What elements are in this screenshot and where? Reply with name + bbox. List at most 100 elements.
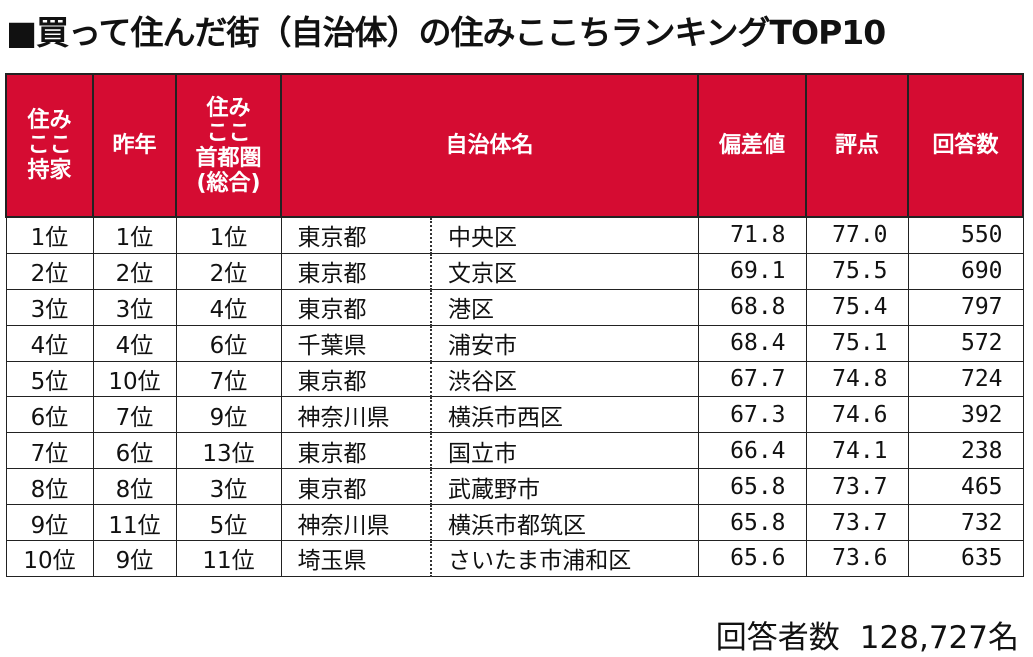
table-row: 2位 2位 2位 東京都 文京区 69.1 75.5 690 [5,252,1024,290]
table-cell: 73.6 [805,540,909,577]
table-cell: 国立市 [429,432,699,470]
table-cell: 東京都 [280,432,432,470]
table-cell: 550 [907,216,1024,254]
header-cell: 回答数 [907,73,1025,218]
table-cell: 3位 [92,288,177,326]
table-cell: 10位 [92,360,177,398]
table-cell: 東京都 [280,252,432,290]
table-cell: 68.8 [697,288,807,326]
table-row: 10位 9位 11位 埼玉県 さいたま市浦和区 65.6 73.6 635 [5,540,1024,577]
table-cell: 東京都 [280,468,432,506]
table-cell: 5位 [5,360,94,398]
table-row: 4位 4位 6位 千葉県 浦安市 68.4 75.1 572 [5,324,1024,362]
table-cell: 69.1 [697,252,807,290]
table-row: 6位 7位 9位 神奈川県 横浜市西区 67.3 74.6 392 [5,396,1024,434]
header-cell: 自治体名 [279,73,700,218]
table-cell: 238 [907,432,1024,470]
table-cell: 2位 [92,252,177,290]
table-cell: 7位 [5,432,94,470]
table-cell: 東京都 [280,288,432,326]
header-row: 住み ここ 持家 昨年 住み ここ 首都圏 (総合) 自治体名 偏差値 評点 回答数 [5,73,1025,218]
table-cell: 横浜市西区 [429,396,699,434]
table-cell: 2位 [175,252,282,290]
header-cell: 評点 [805,73,910,218]
table-cell: 東京都 [280,360,432,398]
table-cell: 75.5 [805,252,909,290]
ranking-table: 住み ここ 持家 昨年 住み ここ 首都圏 (総合) 自治体名 偏差値 評点 回答数 1位 1… [5,73,1025,577]
table-cell: 6位 [92,432,177,470]
table-cell: 65.6 [697,540,807,577]
footer-label: 回答者数 [715,620,840,656]
table-cell: 74.1 [805,432,909,470]
table-cell: 65.8 [697,468,807,506]
table-cell: 9位 [5,504,94,542]
table-cell: 3位 [5,288,94,326]
table-cell: 11位 [175,540,282,577]
table-cell: 2位 [5,252,94,290]
table-cell: 635 [907,540,1024,577]
table-cell: 13位 [175,432,282,470]
table-cell: 71.8 [697,216,807,254]
table-row: 9位 11位 5位 神奈川県 横浜市都筑区 65.8 73.7 732 [5,504,1024,542]
table-cell: 横浜市都筑区 [429,504,699,542]
table-cell: 1位 [5,216,94,254]
table-cell: 6位 [175,324,282,362]
table-cell: 74.8 [805,360,909,398]
table-cell: 73.7 [805,468,909,506]
table-cell: 7位 [175,360,282,398]
table-cell: 66.4 [697,432,807,470]
table-cell: 神奈川県 [280,396,432,434]
table-cell: 10位 [5,540,94,577]
table-cell: 465 [907,468,1024,506]
table-cell: 68.4 [697,324,807,362]
footer-value: 128,727名 [859,620,1019,656]
table-cell: 神奈川県 [280,504,432,542]
table-cell: 732 [907,504,1024,542]
table-cell: 77.0 [805,216,909,254]
table-cell: 67.3 [697,396,807,434]
header-cell: 昨年 [92,73,177,218]
table-cell: 75.4 [805,288,909,326]
table-cell: 中央区 [429,216,699,254]
header-cell: 住み ここ 首都圏 (総合) [175,73,282,218]
table-cell: 797 [907,288,1024,326]
table-row: 8位 8位 3位 東京都 武蔵野市 65.8 73.7 465 [5,468,1024,506]
table-cell: 9位 [175,396,282,434]
table-cell: 67.7 [697,360,807,398]
table-body: 1位 1位 1位 東京都 中央区 71.8 77.0 550 2位 2位 2位 東京都 文京区 69.1 7… [5,216,1024,577]
table-cell: 65.8 [697,504,807,542]
table-cell: 11位 [92,504,177,542]
table-cell: 690 [907,252,1024,290]
table-cell: 392 [907,396,1024,434]
table-cell: 千葉県 [280,324,432,362]
table-cell: 8位 [5,468,94,506]
table-cell: 5位 [175,504,282,542]
table-cell: さいたま市浦和区 [429,540,699,577]
table-row: 5位 10位 7位 東京都 渋谷区 67.7 74.8 724 [5,360,1024,398]
title: ■買って住んだ街（自治体）の住みここちランキングTOP10 [6,13,886,52]
header-cell: 住み ここ 持家 [5,73,94,218]
table-cell: 武蔵野市 [429,468,699,506]
table-cell: 6位 [5,396,94,434]
table-cell: 7位 [92,396,177,434]
table-cell: 3位 [175,468,282,506]
table-cell: 港区 [429,288,699,326]
table-cell: 東京都 [280,216,432,254]
table-cell: 浦安市 [429,324,699,362]
table-row: 7位 6位 13位 東京都 国立市 66.4 74.1 238 [5,432,1024,470]
table-cell: 724 [907,360,1024,398]
footer: 回答者数 128,727名 [716,612,1019,657]
table-cell: 4位 [175,288,282,326]
table-cell: 1位 [92,216,177,254]
table-cell: 文京区 [429,252,699,290]
table-row: 1位 1位 1位 東京都 中央区 71.8 77.0 550 [5,216,1024,254]
table-cell: 572 [907,324,1024,362]
table-cell: 8位 [92,468,177,506]
table-row: 3位 3位 4位 東京都 港区 68.8 75.4 797 [5,288,1024,326]
table-cell: 4位 [5,324,94,362]
table-cell: 埼玉県 [280,540,432,577]
table-cell: 1位 [175,216,282,254]
table-cell: 4位 [92,324,177,362]
header-cell: 偏差値 [697,73,808,218]
